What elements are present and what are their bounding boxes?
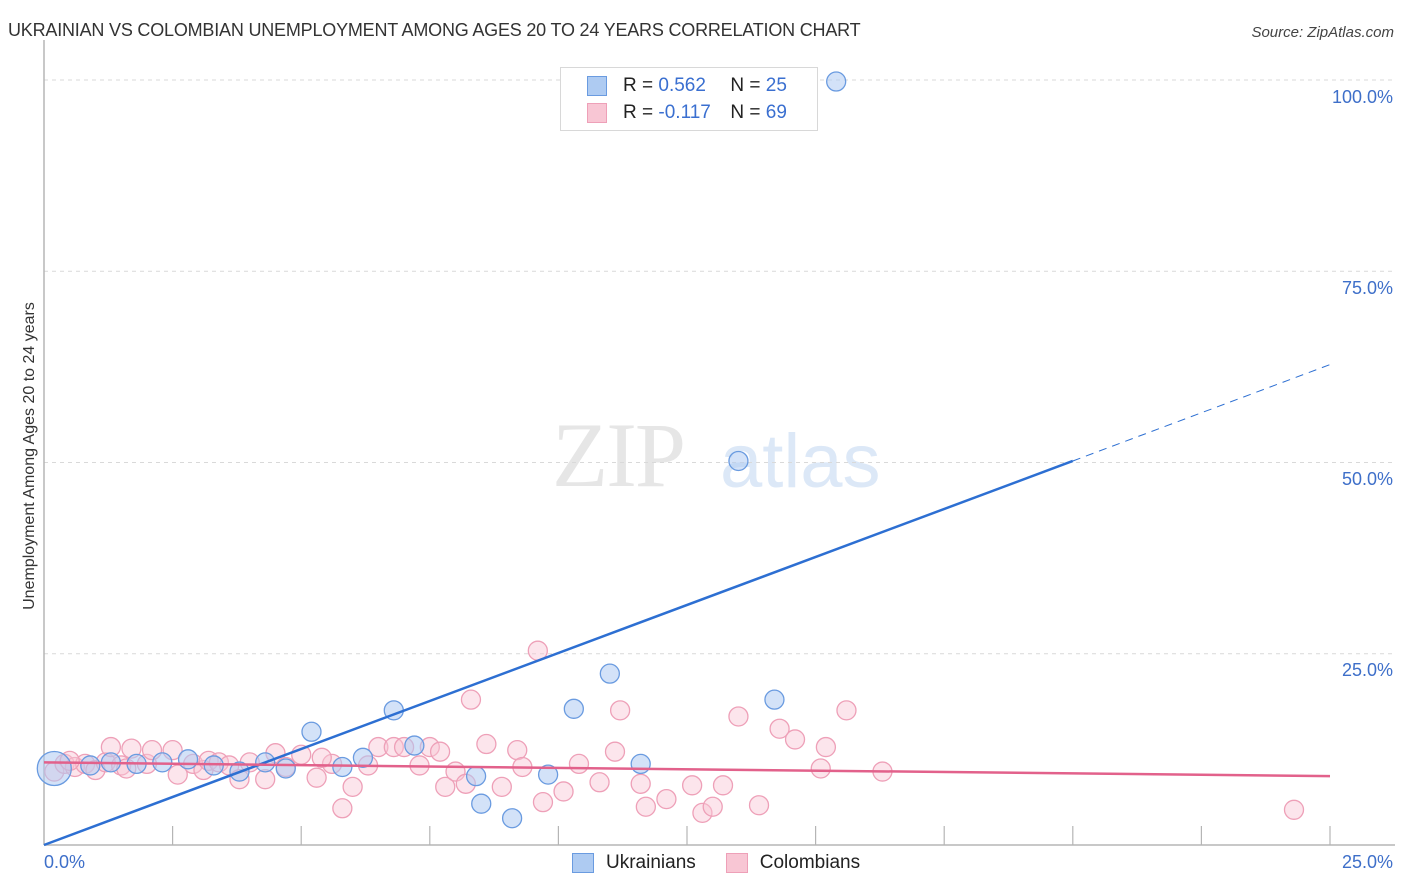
colombians-data-point[interactable] [311, 747, 332, 768]
x-tick-25: 25.0% [1341, 852, 1393, 872]
colombians-data-point[interactable] [810, 758, 831, 779]
y-tick-50: 50.0% [1341, 469, 1393, 489]
ukrainians-data-point[interactable] [630, 753, 651, 775]
colombians-data-point[interactable] [507, 739, 528, 761]
colombians-data-point[interactable] [630, 773, 651, 794]
ukrainians-data-point[interactable] [471, 793, 492, 814]
axes-lines [43, 40, 1395, 846]
legend-item-ukrainians[interactable]: Ukrainians [572, 852, 696, 874]
ukrainians-data-point[interactable] [352, 747, 374, 768]
legend-n-value: 69 [765, 102, 787, 123]
colombians-data-point[interactable] [702, 796, 723, 817]
colombians-data-point[interactable] [435, 776, 456, 798]
ukrainians-data-point[interactable] [36, 750, 72, 787]
colombians-data-point[interactable] [491, 776, 512, 798]
colombians-data-point[interactable] [656, 788, 677, 810]
legend-label: Colombians [759, 852, 861, 873]
ukrainians-legend-icon [572, 853, 594, 873]
colombians-data-point[interactable] [589, 772, 610, 793]
colombians-data-point[interactable] [532, 792, 554, 813]
colombians-data-point[interactable] [1283, 799, 1305, 820]
colombians-data-point[interactable] [568, 753, 590, 775]
colombians-data-point[interactable] [815, 736, 837, 758]
ukrainians-data-point[interactable] [465, 766, 487, 787]
x-tick-0: 0.0% [44, 852, 86, 872]
ukrainians-data-point[interactable] [80, 755, 101, 776]
colombians-data-point[interactable] [476, 733, 497, 755]
ukrainians-data-point[interactable] [301, 721, 322, 742]
y-tick-25: 25.0% [1341, 660, 1393, 680]
colombians-data-point[interactable] [784, 729, 806, 750]
legend-n-label: N = [730, 102, 761, 123]
colombians-data-point[interactable] [728, 706, 749, 727]
legend-row-colombians: R = -0.117 N = 69 [587, 101, 787, 125]
colombians-data-point[interactable] [692, 802, 713, 824]
chart-title: UKRAINIAN VS COLOMBIAN UNEMPLOYMENT AMON… [8, 20, 861, 40]
colombians-data-point[interactable] [635, 796, 656, 817]
colombians-swatch-icon [587, 103, 607, 123]
ukrainians-data-point[interactable] [275, 758, 296, 779]
colombians-data-point[interactable] [460, 689, 482, 710]
ukrainians-data-point[interactable] [563, 698, 584, 719]
y-tick-75: 75.0% [1341, 278, 1393, 298]
legend-r-label: R = [623, 102, 654, 123]
ukrainians-data-point[interactable] [501, 808, 523, 829]
colombians-data-point[interactable] [553, 781, 574, 802]
colombians-data-point[interactable] [383, 736, 404, 758]
colombians-data-point[interactable] [332, 798, 353, 819]
legend-row-ukrainians: R = 0.562 N = 25 [587, 74, 787, 98]
colombians-data-point[interactable] [167, 764, 188, 785]
ukrainians-data-point[interactable] [177, 749, 199, 770]
ukrainians-data-point[interactable] [332, 756, 353, 778]
ukrainians-swatch-icon [587, 76, 607, 96]
colombians-data-point[interactable] [429, 741, 451, 762]
ukrainians-data-point[interactable] [599, 663, 620, 684]
colombians-data-point[interactable] [604, 741, 626, 762]
trendlines [43, 364, 1331, 847]
ukrainians-points [36, 71, 847, 829]
ukrainians-data-point[interactable] [404, 735, 425, 756]
ukrainians-data-point[interactable] [728, 450, 749, 472]
series-legend: Ukrainians Colombians [572, 852, 890, 874]
colombians-legend-icon [725, 853, 748, 873]
colombians-data-point[interactable] [836, 700, 857, 721]
colombians-data-point[interactable] [342, 776, 363, 798]
colombians-points [44, 640, 1305, 824]
colombians-data-point[interactable] [368, 736, 389, 758]
correlation-legend: R = 0.562 N = 25 R = -0.117 N = 69 [560, 67, 818, 131]
ukrainians-data-point[interactable] [764, 689, 785, 710]
watermark-zip: ZIP [552, 404, 686, 506]
legend-r-value: 0.562 [658, 75, 706, 96]
colombians-data-point[interactable] [255, 769, 276, 790]
ukrainians-data-point[interactable] [537, 764, 559, 785]
colombians-data-point[interactable] [712, 775, 734, 796]
legend-n-value: 25 [765, 75, 787, 96]
colombians-data-point[interactable] [609, 700, 631, 721]
colombians-data-point[interactable] [748, 795, 770, 816]
legend-n-label: N = [730, 75, 761, 96]
legend-r-label: R = [623, 75, 654, 96]
legend-r-value: -0.117 [658, 102, 711, 123]
source-label: Source: ZipAtlas.com [1251, 24, 1394, 41]
colombians-data-point[interactable] [681, 775, 703, 796]
legend-item-colombians[interactable]: Colombians [725, 852, 861, 874]
colombians-data-point[interactable] [306, 767, 327, 788]
colombians-data-point[interactable] [769, 718, 790, 739]
ukrainians-data-point[interactable] [826, 71, 847, 92]
y-tick-100: 100.0% [1331, 87, 1393, 107]
legend-label: Ukrainians [606, 852, 696, 873]
gridlines [44, 79, 1395, 655]
